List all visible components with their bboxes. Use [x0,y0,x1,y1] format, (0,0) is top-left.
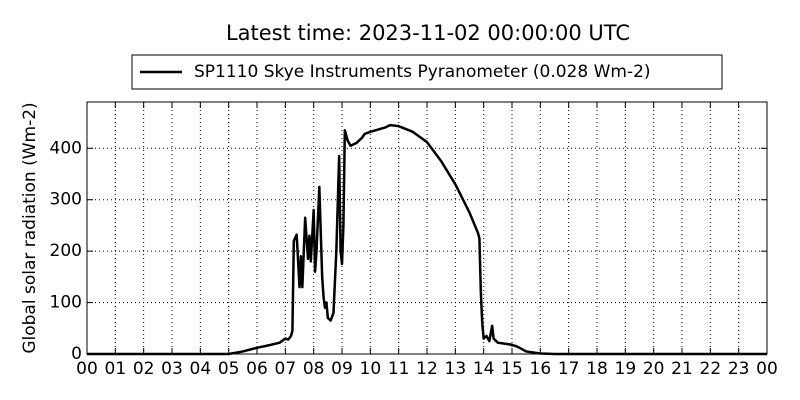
y-tick-label: 100 [50,293,82,313]
x-tick-label: 06 [246,359,268,379]
x-tick-label: 10 [360,359,382,379]
chart-title: Latest time: 2023-11-02 00:00:00 UTC [226,21,630,45]
x-tick-label: 14 [473,359,495,379]
x-tick-label: 02 [133,359,155,379]
y-axis-label: Global solar radiation (Wm-2) [20,102,40,353]
y-tick-label: 0 [71,344,82,364]
x-tick-label: 18 [586,359,608,379]
x-tick-label: 16 [530,359,552,379]
x-tick-label: 00 [756,359,778,379]
x-tick-label: 04 [190,359,212,379]
x-tick-label: 00 [76,359,98,379]
x-tick-label: 23 [728,359,750,379]
x-tick-label: 09 [331,359,353,379]
x-tick-label: 08 [303,359,325,379]
y-tick-label: 300 [50,190,82,210]
x-tick-label: 01 [105,359,127,379]
x-tick-label: 07 [275,359,297,379]
x-tick-label: 21 [671,359,693,379]
x-tick-label: 22 [700,359,722,379]
x-tick-label: 05 [218,359,240,379]
legend-label: SP1110 Skye Instruments Pyranometer (0.0… [194,62,651,82]
legend-box [131,54,723,90]
x-tick-label: 11 [388,359,410,379]
y-tick-label: 200 [50,241,82,261]
x-tick-label: 12 [416,359,438,379]
x-tick-label: 03 [161,359,183,379]
data-line [87,123,767,356]
plot-frame [86,101,768,355]
x-tick-label: 13 [445,359,467,379]
x-tick-label: 19 [615,359,637,379]
x-tick-label: 17 [558,359,580,379]
x-tick-label: 15 [501,359,523,379]
y-tick-label: 400 [50,138,82,158]
x-tick-label: 20 [643,359,665,379]
